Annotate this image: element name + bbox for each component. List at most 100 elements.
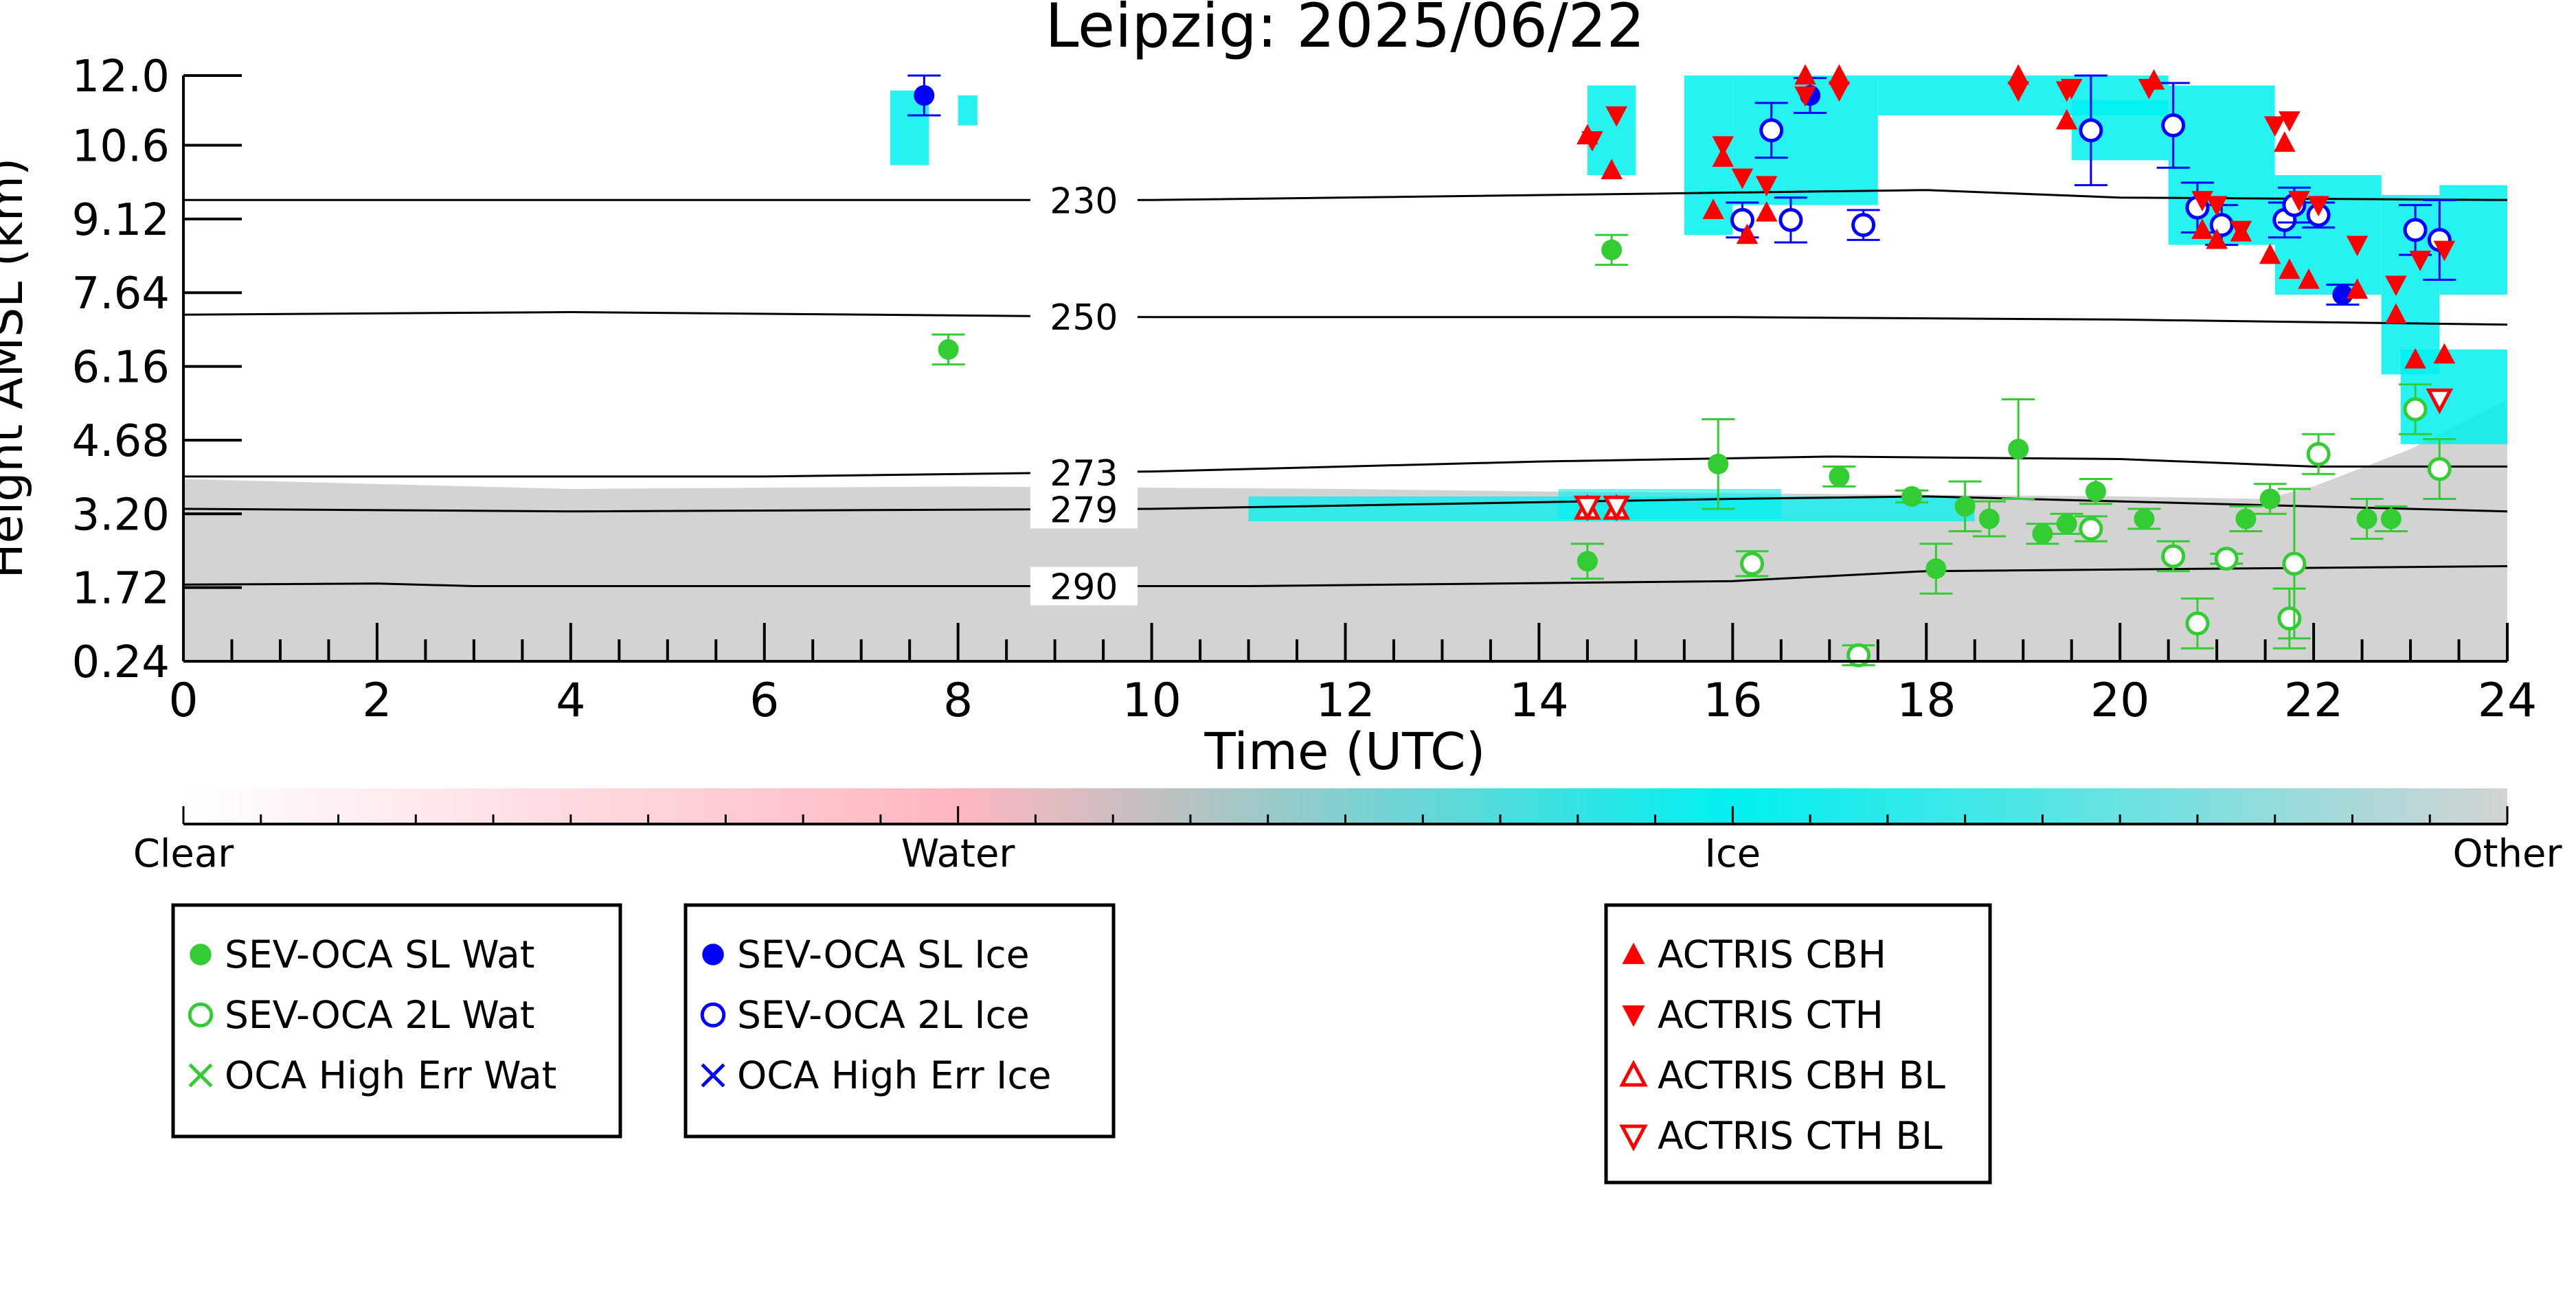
data-point: [2055, 108, 2078, 130]
data-point: [2161, 113, 2186, 138]
data-point: [1828, 81, 1851, 102]
data-point: [1601, 239, 1623, 260]
data-point: [2032, 523, 2053, 545]
isotherm-line: [183, 189, 2508, 201]
legend-label: SEV-OCA 2L Wat: [225, 993, 535, 1037]
legend-marker: [1622, 942, 1645, 964]
x-tick-label: 6: [749, 674, 779, 728]
isotherm-line: [183, 455, 2507, 478]
legend-marker: [1622, 1005, 1645, 1027]
data-point: [2282, 551, 2307, 576]
isotherm-label-bg: [1030, 490, 1138, 529]
data-point: [2161, 544, 2186, 569]
legend-marker: [1619, 1060, 1648, 1087]
legend-marker: [1619, 1124, 1648, 1152]
isotherm-label: 290: [1050, 567, 1118, 608]
series-actris-cth-bl: [1573, 388, 2454, 522]
data-point: [2185, 611, 2210, 636]
data-point: [2346, 278, 2369, 299]
legend-label: ACTRIS CTH: [1658, 993, 1884, 1037]
x-tick-label: 8: [943, 674, 973, 728]
data-point: [2259, 243, 2281, 264]
data-point: [2008, 439, 2029, 460]
y-tick-label: 12.0: [72, 52, 170, 102]
data-point: [1708, 453, 1729, 475]
data-point: [1601, 159, 1623, 180]
data-point: [1577, 551, 1598, 572]
legend-label: OCA High Err Wat: [225, 1053, 556, 1097]
data-point: [2206, 228, 2228, 249]
y-tick-label: 3.20: [72, 490, 170, 540]
data-point: [1603, 495, 1631, 522]
isotherm-line: [183, 310, 2508, 326]
data-point: [2279, 111, 2301, 132]
legend-box: SEV-OCA SL Wat SEV-OCA 2L Wat OCA High Err…: [171, 903, 622, 1139]
data-point: [2007, 81, 2029, 102]
x-tick-label: 22: [2284, 674, 2344, 728]
x-tick-label: 20: [2090, 674, 2150, 728]
data-point: [1978, 508, 2000, 529]
data-point: [1736, 223, 1759, 244]
colorbar-label: Other: [2452, 832, 2562, 876]
series-sev-oca-sl-ice: [907, 74, 2360, 306]
data-point: [2356, 508, 2377, 529]
data-point: [1730, 207, 1754, 232]
legend-box: SEV-OCA SL Ice SEV-OCA 2L Ice OCA High Err…: [683, 903, 1116, 1139]
y-tick-label: 0.24: [72, 637, 170, 688]
isotherm-label: 273: [1050, 453, 1118, 494]
y-tick-label: 10.6: [72, 122, 170, 172]
data-point: [1925, 558, 1947, 580]
x-tick-label: 16: [1703, 674, 1763, 728]
data-point: [2380, 508, 2402, 529]
data-point: [1851, 213, 1876, 238]
data-point: [2134, 508, 2155, 529]
legend-marker: [701, 1063, 725, 1088]
y-axis-label: Height AMSL (km): [0, 158, 34, 579]
y-tick-label: 7.64: [72, 269, 170, 319]
data-point: [1712, 136, 1734, 157]
x-tick-label: 10: [1122, 674, 1182, 728]
data-point: [2206, 196, 2228, 217]
data-point: [2274, 131, 2296, 152]
data-point: [1755, 201, 1778, 222]
legend-frame: [1604, 903, 1992, 1185]
data-point: [2079, 516, 2103, 541]
y-tick-label: 6.16: [72, 343, 170, 393]
isotherm-label: 230: [1050, 181, 1118, 222]
data-point: [2426, 388, 2454, 415]
x-tick-label: 0: [168, 674, 198, 728]
data-point: [1794, 64, 1816, 85]
data-point: [2085, 481, 2106, 502]
y-tick-label: 4.68: [72, 416, 170, 467]
legend: SEV-OCA SL Wat SEV-OCA 2L Wat OCA High Err…: [171, 903, 1992, 1185]
data-point: [2277, 606, 2302, 631]
data-point: [1901, 485, 1923, 507]
y-tick-label: 9.12: [72, 195, 170, 246]
x-tick-label: 18: [1897, 674, 1956, 728]
data-point: [914, 85, 935, 106]
data-point: [2403, 397, 2428, 422]
legend-marker: [702, 944, 724, 966]
data-point: [2079, 118, 2103, 143]
legend-marker: [188, 1002, 214, 1028]
data-point: [2385, 303, 2407, 324]
data-point: [2056, 513, 2077, 534]
isotherm-label-bg: [1030, 297, 1138, 336]
data-point: [1702, 198, 1724, 220]
isotherm-line: [183, 565, 2508, 587]
legend-label: SEV-OCA SL Wat: [225, 933, 534, 976]
data-point: [1828, 64, 1851, 85]
legend-box: ACTRIS CBH ACTRIS CTH ACTRIS CBH BL ACTRIS …: [1604, 903, 1992, 1185]
data-point: [2427, 457, 2452, 481]
isotherm-label: 250: [1050, 297, 1118, 339]
colorbar-label: Ice: [1704, 832, 1761, 876]
data-point: [2138, 78, 2160, 100]
data-point: [2007, 64, 2029, 85]
data-point: [2433, 240, 2456, 262]
data-point: [1794, 86, 1816, 107]
data-point: [2298, 268, 2320, 289]
legend-label: SEV-OCA SL Ice: [737, 933, 1030, 976]
y-tick-label: 1.72: [72, 564, 170, 615]
